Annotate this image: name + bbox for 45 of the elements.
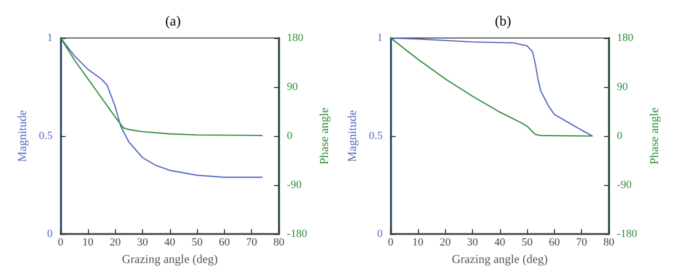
y-axis-title: Magnitude: [345, 110, 359, 162]
x-tick-label: 10: [412, 236, 424, 249]
y-tick-label: 0.5: [38, 130, 54, 142]
x-axis-title: Grazing angle (deg): [452, 252, 548, 266]
x-tick-label: 80: [603, 236, 615, 249]
x-tick-label: 50: [522, 236, 534, 249]
y-axis-title: Magnitude: [15, 110, 29, 162]
y2-tick-label: -90: [616, 179, 632, 192]
y2-tick-label: 180: [286, 32, 304, 44]
y2-tick-label: 0: [286, 130, 293, 142]
x-tick-label: 40: [164, 236, 176, 249]
x-tick-label: 70: [576, 236, 588, 249]
x-tick-label: 80: [273, 236, 285, 249]
y2-tick-label: -180: [616, 228, 638, 240]
chart-title: (b): [494, 14, 512, 30]
y2-tick-label: 180: [616, 32, 634, 44]
x-tick-label: 70: [246, 236, 258, 249]
y-tick-label: 1: [377, 32, 383, 44]
x-tick-label: 60: [218, 236, 230, 249]
x-tick-label: 0: [388, 236, 394, 249]
x-tick-label: 0: [58, 236, 64, 249]
x-tick-label: 20: [440, 236, 452, 249]
x-tick-label: 30: [137, 236, 149, 249]
x-tick-label: 50: [192, 236, 204, 249]
y-tick-label: 0.5: [368, 130, 384, 142]
x-tick-label: 30: [467, 236, 479, 249]
x-tick-label: 10: [82, 236, 94, 249]
y-tick-label: 0: [47, 228, 54, 240]
x-tick-label: 40: [494, 236, 506, 249]
y2-tick-label: 90: [616, 81, 628, 94]
line-series: [390, 37, 594, 137]
x-tick-label: 20: [110, 236, 122, 249]
y-tick-label: 1: [47, 32, 53, 44]
y2-tick-label: -180: [286, 228, 308, 240]
x-tick-label: 60: [548, 236, 560, 249]
y2-axis-title: Phase angle: [647, 108, 661, 165]
y2-axis-title: Phase angle: [317, 108, 331, 165]
y2-tick-label: -90: [286, 179, 302, 192]
y2-tick-label: 90: [286, 81, 298, 94]
line-series: [60, 37, 264, 136]
y2-tick-label: 0: [616, 130, 623, 142]
y-tick-label: 0: [377, 228, 384, 240]
chart-title: (a): [165, 14, 182, 30]
line-series: [60, 37, 264, 178]
x-axis-title: Grazing angle (deg): [122, 252, 218, 266]
